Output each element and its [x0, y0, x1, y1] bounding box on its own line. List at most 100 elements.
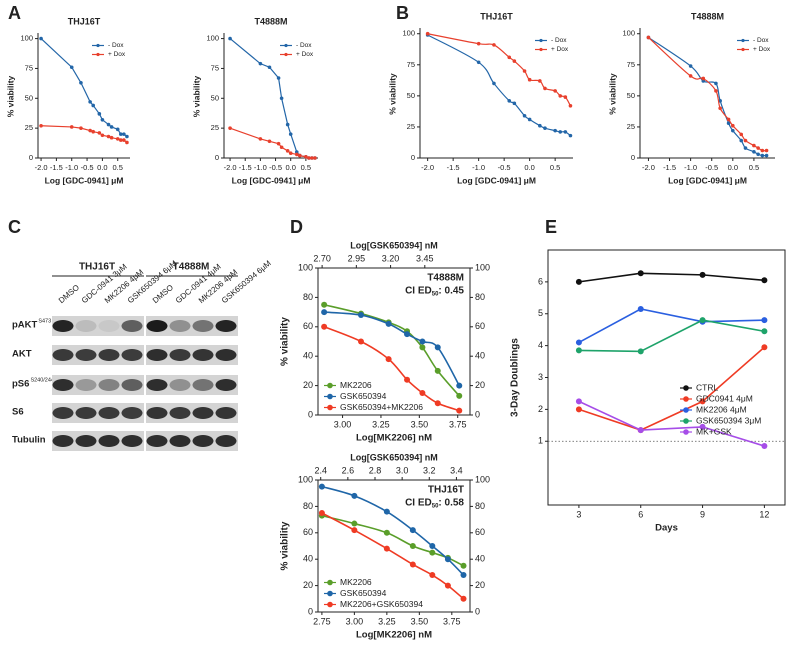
blot-band: [215, 435, 237, 447]
data-point: [351, 492, 358, 499]
blot-band: [192, 435, 214, 447]
data-point: [507, 99, 512, 103]
data-point: [100, 117, 105, 122]
blot-band: [169, 379, 191, 391]
data-point: [279, 96, 284, 101]
legend-label: - Dox: [108, 42, 124, 49]
blot-strip: [52, 375, 144, 395]
data-point: [69, 65, 74, 70]
x-tick-label: 3.25: [372, 419, 390, 429]
data-point: [512, 59, 517, 63]
blot-strip: [52, 403, 144, 423]
data-point: [553, 128, 557, 133]
data-point: [739, 132, 744, 137]
data-point: [739, 138, 744, 143]
data-point: [318, 483, 325, 490]
legend-swatch: [539, 47, 543, 52]
x-tick-label: 6: [638, 509, 643, 519]
y-axis-label: % viability: [387, 73, 397, 115]
data-point: [761, 277, 768, 284]
x-tick-label: 3.75: [449, 419, 467, 429]
x-axis-label: Log [GDC-0941] μM: [45, 175, 124, 185]
data-point: [568, 133, 573, 138]
data-point: [298, 153, 302, 158]
blot-strip: [52, 345, 144, 365]
data-point: [460, 562, 467, 569]
data-point: [351, 520, 358, 527]
x-tick-label: -1.0: [684, 163, 697, 172]
data-point: [756, 146, 760, 150]
x-axis-label: Days: [655, 523, 678, 534]
row-label: AKT: [12, 349, 32, 360]
y-tick-label: 100: [298, 474, 313, 484]
chart-title: THJ16T: [68, 16, 101, 26]
legend-label: - Dox: [551, 37, 567, 44]
annotation-ci-sub: 50: [432, 292, 439, 298]
annotation-ci-value: : 0.58: [438, 498, 464, 509]
data-point: [527, 77, 532, 82]
data-point: [699, 423, 706, 430]
data-point: [764, 148, 769, 153]
blot-strip: [52, 316, 144, 336]
annotation-ci-value: : 0.45: [438, 286, 464, 297]
legend-swatch: [284, 43, 288, 48]
legend-swatch: [327, 579, 333, 586]
chart-title: THJ16T: [480, 11, 513, 21]
series-line: [578, 319, 765, 353]
data-point: [575, 278, 582, 285]
data-point: [563, 95, 568, 99]
blot-band: [121, 407, 143, 419]
data-point: [106, 122, 111, 127]
x-tick-label: 0.0: [524, 163, 534, 172]
legend-label: - Dox: [753, 37, 769, 44]
legend-label: MK2206: [340, 577, 372, 587]
y2-tick-label: 40: [475, 351, 485, 361]
annotation-ci: CI ED: [405, 286, 432, 297]
data-point: [429, 543, 436, 549]
legend-swatch: [741, 47, 745, 52]
blot-band: [52, 407, 74, 419]
blot-band: [121, 320, 143, 332]
data-point: [79, 80, 83, 85]
data-point: [321, 309, 328, 316]
data-point: [714, 81, 718, 86]
data-point: [507, 55, 512, 60]
y-tick-label: 100: [20, 34, 33, 43]
x-tick-label: 3: [576, 509, 581, 519]
data-point: [307, 156, 311, 160]
data-point: [258, 61, 263, 66]
data-point: [409, 527, 416, 534]
data-point: [575, 406, 582, 413]
data-point: [538, 79, 542, 83]
blot-strip: [52, 431, 144, 451]
y2-tick-label: 100: [475, 474, 490, 484]
blot-band: [121, 349, 143, 361]
blot-group-label: T4888M: [173, 262, 210, 273]
data-point: [637, 427, 644, 434]
y2-tick-label: 60: [475, 321, 485, 331]
y-tick-label: 50: [211, 93, 219, 102]
data-point: [699, 271, 706, 278]
annotation-cell: T4888M: [427, 273, 464, 284]
row-label-sup: S240/244: [30, 377, 54, 383]
legend-swatch: [327, 382, 333, 389]
x2-axis-label: Log[GSK650394] nM: [350, 240, 438, 250]
data-point: [69, 125, 74, 129]
data-point: [125, 134, 129, 139]
y-tick-label: 80: [303, 292, 313, 302]
legend-swatch: [284, 52, 288, 57]
data-point: [761, 317, 768, 324]
data-point: [419, 338, 426, 345]
y-tick-label: 100: [206, 34, 219, 43]
y-tick-label: 75: [211, 63, 219, 72]
data-point: [267, 65, 272, 70]
data-point: [646, 35, 651, 40]
data-point: [434, 400, 441, 407]
x-tick-label: 0.5: [550, 163, 560, 172]
data-point: [726, 121, 731, 126]
legend-swatch: [683, 396, 689, 402]
data-point: [97, 131, 102, 135]
y-tick-label: 20: [303, 580, 313, 590]
x-axis-label: Log [GDC-0941] μM: [457, 175, 536, 185]
